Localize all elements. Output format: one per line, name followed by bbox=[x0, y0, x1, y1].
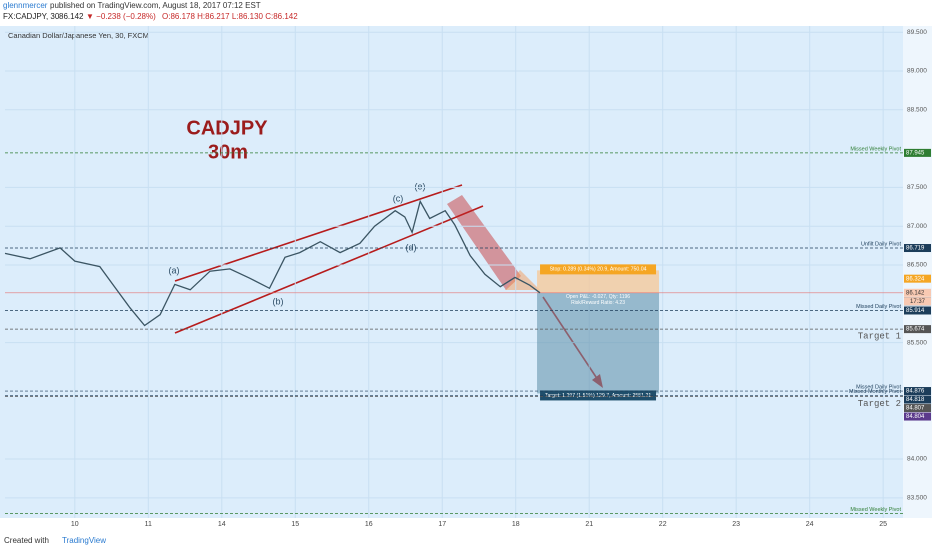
level-label: Unfilt Daily Pivot bbox=[861, 241, 902, 247]
x-tick-label: 25 bbox=[879, 521, 887, 528]
price-tag bbox=[904, 404, 931, 413]
price-tag bbox=[904, 325, 931, 334]
plot-bg bbox=[0, 26, 903, 518]
y-tick-label: 87.500 bbox=[907, 184, 927, 191]
price-line bbox=[4, 199, 541, 327]
price-tag-label: 85.674 bbox=[906, 327, 925, 333]
x-tick-label: 18 bbox=[512, 521, 520, 528]
y-tick-label: 88.500 bbox=[907, 107, 927, 114]
position-label-bg bbox=[540, 390, 657, 401]
price-tag-label: 84.876 bbox=[906, 389, 925, 395]
timeframe-label: 30m bbox=[208, 141, 248, 163]
price-tag-label: 85.914 bbox=[906, 308, 925, 314]
level-label: Missed Monthly Pivot bbox=[849, 389, 901, 395]
countdown-tag bbox=[904, 297, 931, 306]
y-tick-label: 85.500 bbox=[907, 339, 927, 346]
x-tick-label: 24 bbox=[806, 521, 814, 528]
y-tick-label: 87.000 bbox=[907, 223, 927, 230]
price-tag-label: 84.804 bbox=[906, 414, 925, 420]
y-tick-label: 86.500 bbox=[907, 262, 927, 269]
last-price: 86.142 bbox=[59, 12, 84, 21]
axis-bg bbox=[903, 26, 932, 518]
ohlc: O:86.178 H:86.217 L:86.130 C:86.142 bbox=[162, 12, 298, 21]
author[interactable]: glennmercer bbox=[3, 1, 48, 10]
symbol: FX:CADJPY, 30 bbox=[3, 12, 60, 21]
x-tick-label: 16 bbox=[365, 521, 373, 528]
position-label: Target: 1.297 (1.51%) 129.7, Amount: 255… bbox=[545, 393, 652, 399]
price-tag bbox=[904, 412, 931, 421]
x-tick-label: 21 bbox=[585, 521, 593, 528]
footer-created: Created with bbox=[4, 536, 49, 545]
price-tag-label: 84.818 bbox=[906, 397, 925, 403]
price-tag-label: 86.142 bbox=[906, 290, 925, 296]
price-tag bbox=[904, 387, 931, 396]
level-label: Missed Weekly Pivot bbox=[850, 507, 901, 513]
decline-band bbox=[447, 195, 521, 290]
price-tag-label: 86.324 bbox=[906, 276, 925, 282]
x-tick-label: 15 bbox=[291, 521, 299, 528]
wave-label: (d) bbox=[406, 242, 417, 252]
price-tag-label: 86.719 bbox=[906, 246, 925, 252]
y-tick-label: 89.500 bbox=[907, 29, 927, 36]
price-tag-label: 84.807 bbox=[906, 406, 925, 412]
x-tick-label: 11 bbox=[145, 521, 152, 528]
x-tick-label: 22 bbox=[659, 521, 667, 528]
price-tag bbox=[904, 288, 931, 297]
channel-lower bbox=[174, 205, 484, 334]
level-label: Target 1 bbox=[858, 331, 901, 341]
symbol-label: CADJPY bbox=[186, 117, 268, 139]
position-label-bg bbox=[540, 264, 657, 275]
price-tag bbox=[904, 395, 931, 404]
stop-zone bbox=[537, 270, 660, 293]
x-tick-label: 14 bbox=[218, 521, 226, 528]
price-tag-label: 87.945 bbox=[906, 150, 925, 156]
y-tick-label: 84.000 bbox=[907, 456, 927, 463]
price-tag bbox=[904, 148, 931, 157]
decline-tail bbox=[505, 270, 540, 290]
countdown: 17:37 bbox=[910, 299, 926, 305]
level-label: Target 2 bbox=[858, 399, 901, 409]
y-tick-label: 83.500 bbox=[907, 495, 927, 502]
price-tag bbox=[904, 244, 931, 253]
wave-label: (c) bbox=[393, 193, 404, 203]
wave-label: (a) bbox=[169, 265, 180, 275]
published: published on TradingView.com, August 18,… bbox=[50, 1, 261, 10]
level-label: Missed Weekly Pivot bbox=[850, 146, 901, 152]
position-label: Open P&L: -0.027, Qty: 1196 bbox=[566, 294, 630, 300]
price-tag bbox=[904, 306, 931, 315]
footer-brand[interactable]: TradingView bbox=[62, 536, 106, 545]
level-label: Missed Daily Pivot bbox=[856, 384, 901, 390]
y-tick-label: 89.000 bbox=[907, 68, 927, 75]
chart-title: Canadian Dollar/Japanese Yen, 30, FXCM bbox=[8, 31, 149, 40]
position-label: Risk/Reward Ratio: 4.23 bbox=[571, 300, 625, 306]
level-label: Missed Daily Pivot bbox=[856, 304, 901, 310]
wave-label: (b) bbox=[273, 296, 284, 306]
x-tick-label: 10 bbox=[71, 521, 79, 528]
x-tick-label: 17 bbox=[438, 521, 446, 528]
change: ▼ −0.238 (−0.28%) bbox=[86, 12, 156, 21]
wave-label: (e) bbox=[415, 181, 426, 191]
position-label: Stop: 0.289 (0.34%) 20.9, Amount: 750.04 bbox=[550, 267, 647, 273]
x-tick-label: 23 bbox=[732, 521, 740, 528]
target-zone bbox=[537, 292, 660, 394]
price-tag bbox=[904, 274, 931, 283]
